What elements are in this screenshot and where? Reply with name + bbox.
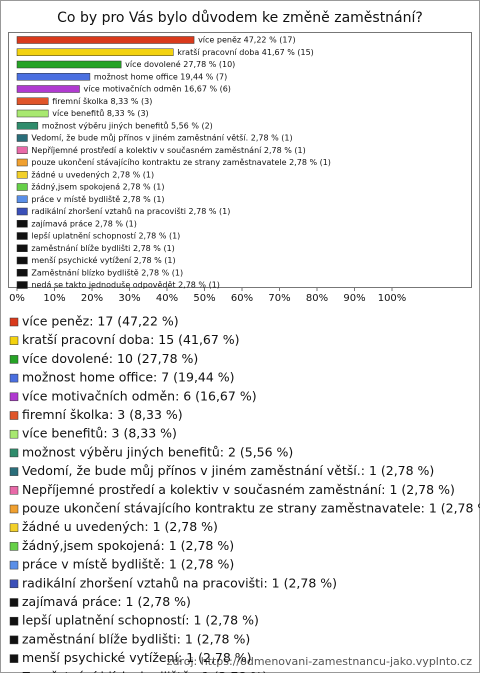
bar-label: práce v místě bydliště 2,78 % (1) bbox=[31, 194, 164, 204]
bar-label: menší psychické vytížení 2,78 % (1) bbox=[31, 255, 175, 265]
x-tick-label: 80% bbox=[306, 293, 328, 304]
legend-swatch bbox=[9, 411, 19, 420]
bar-label: více motivačních odměn 16,67 % (6) bbox=[84, 84, 231, 94]
bar bbox=[16, 244, 28, 252]
bar bbox=[16, 183, 28, 191]
legend-swatch bbox=[9, 373, 19, 383]
bar-label: žádný,jsem spokojená 2,78 % (1) bbox=[31, 183, 164, 192]
legend-label: více motivačních odměn: 6 (16,67 %) bbox=[22, 388, 257, 403]
bar-label: Zaměstnání blízko bydliště 2,78 % (1) bbox=[31, 267, 183, 277]
legend-label: kratší pracovní doba: 15 (41,67 %) bbox=[22, 332, 240, 347]
legend-label: pouze ukončení stávajícího kontraktu ze … bbox=[22, 501, 480, 516]
legend-label: více benefitů: 3 (8,33 %) bbox=[22, 426, 177, 441]
x-tick-label: 30% bbox=[118, 293, 140, 304]
x-tick-label: 0% bbox=[9, 293, 25, 304]
x-tick-label: 20% bbox=[81, 293, 103, 304]
bar bbox=[16, 97, 49, 105]
bar bbox=[16, 195, 28, 203]
legend-label: menší psychické vytížení: 1 (2,78 %) bbox=[22, 650, 252, 665]
bar-label: možnost výběru jiných benefitů 5,56 % (2… bbox=[42, 120, 213, 130]
bar-label: radikální zhoršení vztahů na pracovišti … bbox=[31, 206, 230, 216]
legend-swatch bbox=[9, 336, 19, 345]
source: zdroj: https://odmenovani-zamestnancu-ja… bbox=[167, 655, 473, 668]
legend-swatch bbox=[9, 523, 19, 532]
legend-label: zaměstnání blíže bydlišti: 1 (2,78 %) bbox=[22, 631, 250, 646]
legend-swatch bbox=[9, 635, 19, 645]
x-tick-label: 100% bbox=[378, 293, 407, 304]
bar-label: pouze ukončení stávajícího kontraktu ze … bbox=[31, 157, 331, 167]
bar bbox=[16, 256, 28, 265]
bar bbox=[16, 220, 28, 228]
bar bbox=[16, 73, 91, 81]
legend-swatch bbox=[9, 616, 19, 626]
bar bbox=[16, 269, 28, 277]
bar-label: kratší pracovní doba 41,67 % (15) bbox=[177, 47, 314, 57]
legend-label: zajímavá práce: 1 (2,78 %) bbox=[22, 594, 191, 609]
bar bbox=[16, 48, 174, 56]
x-tick-label: 90% bbox=[343, 293, 365, 304]
x-tick-label: 40% bbox=[156, 293, 178, 304]
bar bbox=[16, 281, 28, 289]
legend-label: lepší uplatnění schopností: 1 (2,78 %) bbox=[22, 613, 259, 628]
legend-swatch bbox=[9, 317, 19, 327]
legend-label: více peněz: 17 (47,22 %) bbox=[22, 314, 179, 329]
bar-label: nedá se takto jednoduše odpovědět 2,78 %… bbox=[31, 280, 219, 290]
bar-label: zaměstnání blíže bydlišti 2,78 % (1) bbox=[31, 243, 174, 253]
bar-label: žádné u uvedených 2,78 % (1) bbox=[31, 169, 154, 179]
bar bbox=[16, 232, 28, 240]
bar bbox=[16, 146, 28, 154]
legend-swatch bbox=[9, 654, 19, 663]
legend-label: více dovolené: 10 (27,78 %) bbox=[22, 351, 198, 366]
bar-label: firemní školka 8,33 % (3) bbox=[52, 96, 152, 106]
legend-swatch bbox=[9, 355, 19, 364]
bar-label: lepší uplatnění schopností 2,78 % (1) bbox=[31, 231, 180, 241]
bar bbox=[16, 85, 80, 93]
legend-label: radikální zhoršení vztahů na pracovišti:… bbox=[22, 575, 337, 590]
legend-label: Nepříjemné prostředí a kolektiv v součas… bbox=[22, 482, 455, 497]
legend-swatch bbox=[9, 579, 19, 589]
x-tick-label: 70% bbox=[268, 293, 290, 304]
bar-label: více benefitů 8,33 % (3) bbox=[52, 108, 148, 118]
legend-label: žádné u uvedených: 1 (2,78 %) bbox=[22, 519, 218, 534]
bar-label: více dovolené 27,78 % (10) bbox=[125, 59, 235, 69]
legend-label: firemní školka: 3 (8,33 %) bbox=[22, 407, 183, 422]
legend-label: žádný,jsem spokojená: 1 (2,78 %) bbox=[22, 538, 234, 553]
legend-swatch bbox=[9, 392, 19, 402]
legend-label: možnost home office: 7 (19,44 %) bbox=[22, 370, 235, 385]
legend-swatch bbox=[9, 542, 19, 551]
x-tick-label: 60% bbox=[231, 293, 253, 304]
legend-label: možnost výběru jiných benefitů: 2 (5,56 … bbox=[22, 444, 293, 459]
bar-label: více peněz 47,22 % (17) bbox=[198, 36, 296, 45]
legend-label: Vedomí, že bude můj přínos v jiném zaměs… bbox=[22, 463, 434, 478]
bar bbox=[16, 158, 28, 167]
bar bbox=[16, 36, 195, 44]
legend-swatch bbox=[9, 429, 19, 439]
x-tick-label: 10% bbox=[43, 293, 65, 304]
bar bbox=[16, 60, 122, 69]
bar bbox=[16, 134, 28, 142]
legend-label: Zaměstnání blízko bydliště : 1 (2,78 %) bbox=[22, 669, 267, 673]
bar bbox=[16, 122, 39, 130]
legend-swatch bbox=[9, 560, 19, 570]
bar-label: možnost home office 19,44 % (7) bbox=[94, 72, 227, 81]
bar-label: zajímavá práce 2,78 % (1) bbox=[31, 219, 136, 228]
legend-swatch bbox=[9, 486, 19, 495]
bar bbox=[16, 109, 49, 118]
x-tick-label: 50% bbox=[193, 293, 215, 304]
bar bbox=[16, 171, 28, 179]
bar-label: Nepříjemné prostředí a kolektiv v součas… bbox=[31, 145, 305, 155]
legend-swatch bbox=[9, 467, 19, 476]
chart-title: Co by pro Vás bylo důvodem ke změně zamě… bbox=[57, 10, 423, 26]
bar bbox=[16, 207, 28, 216]
legend-swatch bbox=[9, 448, 19, 458]
legend-swatch bbox=[9, 598, 19, 607]
legend-label: práce v místě bydliště: 1 (2,78 %) bbox=[22, 557, 234, 572]
bar-label: Vedomí, že bude můj přínos v jiném zaměs… bbox=[31, 133, 292, 143]
legend-swatch bbox=[9, 504, 19, 514]
